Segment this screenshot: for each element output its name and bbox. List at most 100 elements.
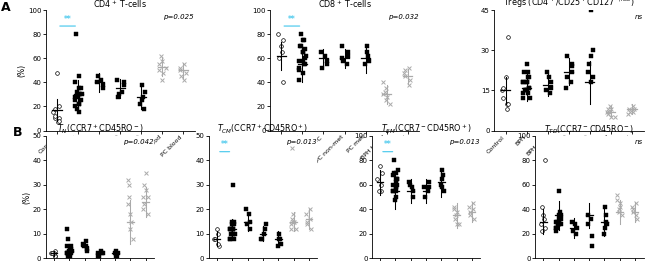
Point (141, 170, 151, 175)
Title: CD8$^+$ T-cells: CD8$^+$ T-cells (318, 0, 371, 10)
Point (567, 64, 577, 69)
Point (75, 92, 86, 97)
Point (539, 217, 549, 221)
Point (551, 229, 562, 234)
Point (125, 227, 135, 231)
Point (497, 88, 507, 93)
Point (393, 183, 403, 187)
Point (571, 232, 582, 236)
Point (139, 107, 150, 111)
Point (600, 205, 610, 209)
Point (213, 242, 224, 246)
Point (376, 183, 387, 187)
Point (64, 254, 75, 258)
Point (76, 92, 86, 97)
Point (588, 75, 599, 79)
Point (76, 86, 86, 91)
Point (499, 96, 509, 100)
Point (225, 227, 235, 231)
Point (154, 68, 164, 73)
Point (544, 75, 554, 79)
Title: $T_{CM}$(CCR7$^+$CD45RO$^+$): $T_{CM}$(CCR7$^+$CD45RO$^+$) (218, 122, 309, 136)
Point (47, 251, 58, 256)
Point (53, 120, 63, 124)
Point (586, 234, 597, 238)
Point (226, 222, 237, 226)
Text: **: ** (288, 15, 296, 24)
Point (408, 189, 419, 193)
Point (552, 222, 563, 226)
Point (93, 251, 103, 256)
Point (630, 213, 641, 218)
Point (536, 229, 547, 234)
Point (343, 54, 353, 58)
Point (623, 107, 634, 111)
Point (112, 78, 123, 82)
Point (63, 254, 73, 258)
Point (46, 251, 57, 256)
Point (552, 226, 563, 230)
Point (274, 237, 284, 241)
Point (359, 62, 370, 67)
Point (614, 210, 625, 214)
Point (78, 242, 88, 246)
Point (612, 193, 623, 197)
Text: p=0.042: p=0.042 (123, 139, 153, 145)
Point (571, 226, 582, 230)
Point (584, 62, 594, 66)
Point (228, 183, 239, 187)
Point (70, 80, 80, 85)
Point (518, 96, 528, 100)
Point (385, 102, 395, 106)
Point (63, 251, 73, 256)
Point (298, 62, 309, 67)
Point (467, 201, 478, 205)
Point (599, 232, 609, 236)
Point (524, 86, 534, 90)
Point (546, 86, 556, 90)
Point (225, 237, 235, 241)
Point (117, 90, 127, 94)
Point (450, 217, 461, 221)
Point (391, 185, 401, 189)
Point (72, 90, 82, 94)
Y-axis label: (%): (%) (18, 64, 27, 77)
Point (364, 59, 374, 63)
Point (562, 75, 573, 79)
Point (337, 56, 348, 61)
Point (375, 164, 385, 169)
Point (628, 207, 638, 211)
Point (451, 222, 462, 226)
Point (209, 237, 220, 241)
Point (603, 107, 614, 111)
Point (74, 86, 85, 91)
Point (75, 98, 86, 103)
Point (614, 207, 624, 211)
Point (546, 80, 556, 85)
Point (125, 212, 136, 216)
Point (294, 59, 304, 63)
Point (378, 80, 389, 85)
Point (287, 217, 297, 221)
Point (54, 119, 64, 123)
Point (498, 86, 508, 90)
Point (551, 226, 561, 230)
Point (588, 48, 598, 52)
Point (522, 62, 532, 66)
Point (420, 195, 430, 199)
Point (52, 71, 62, 75)
Point (66, 244, 76, 248)
Point (157, 78, 167, 82)
Point (302, 220, 313, 224)
Point (227, 227, 238, 231)
Point (211, 237, 221, 241)
Point (300, 47, 311, 51)
Point (437, 176, 447, 181)
Point (449, 207, 460, 211)
Point (66, 249, 77, 253)
Point (175, 66, 185, 70)
Point (551, 226, 561, 230)
Point (544, 91, 554, 95)
Point (298, 50, 308, 55)
Point (112, 254, 122, 258)
